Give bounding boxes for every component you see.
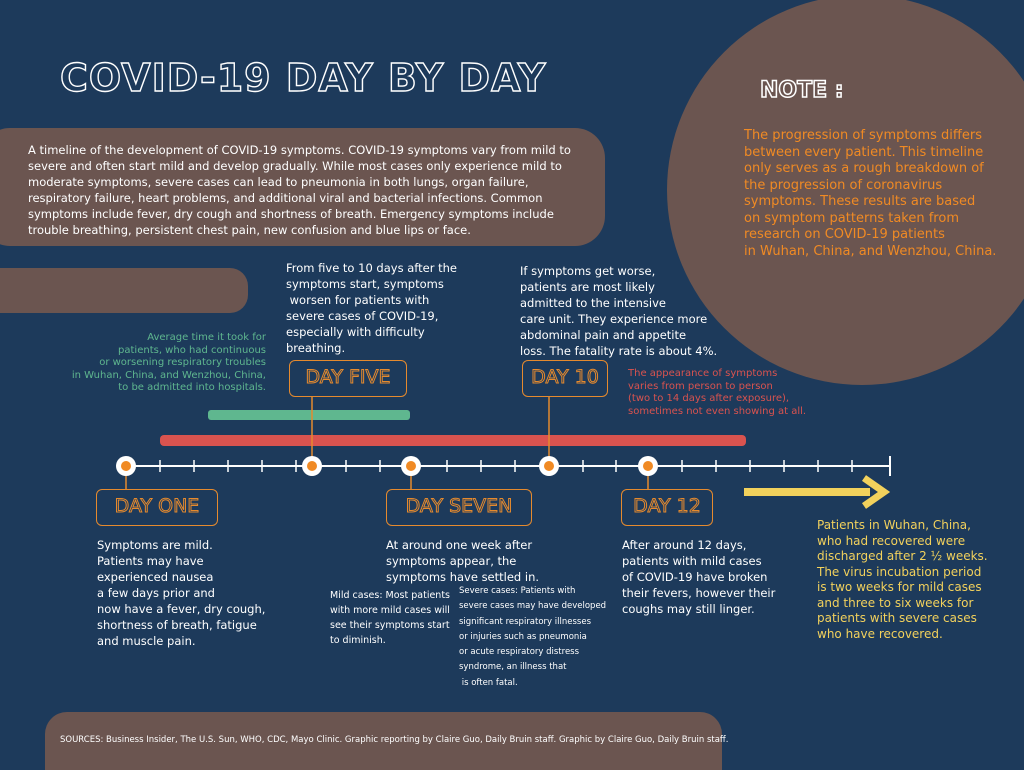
text-line: with more mild cases will — [330, 605, 450, 616]
text-line: significant respiratory illnesses — [459, 616, 591, 627]
day-text: At around one week after symptoms appear,… — [386, 537, 539, 585]
text-line: syndrome, an illness that — [459, 662, 567, 673]
text-line: varies from person to person — [628, 380, 773, 392]
end-note: Patients in Wuhan, China, who had recover… — [817, 518, 988, 642]
text-line: the progression of coronavirus — [744, 177, 943, 193]
sources: SOURCES: Business Insider, The U.S. Sun,… — [60, 735, 729, 745]
text-line: patients with severe cases — [817, 611, 977, 625]
text-line: symptoms appear, the — [386, 554, 517, 568]
text-line: symptoms start, symptoms — [286, 277, 444, 291]
text-line: From five to 10 days after the — [286, 261, 457, 275]
text-line: The progression of symptoms differs — [744, 128, 982, 143]
text-line: patients are most likely — [520, 280, 655, 294]
text-line: moderate symptoms, severe cases can lead… — [28, 175, 529, 189]
note-heading: NOTE : — [759, 77, 844, 104]
text-line: between every patient. This timeline — [744, 144, 984, 160]
text-line: or acute respiratory distress — [459, 647, 580, 658]
text-line: especially with difficulty — [286, 325, 425, 339]
text-line: who had recovered were — [817, 533, 966, 548]
text-line: symptoms have settled in. — [386, 570, 540, 584]
text-line: and muscle pain. — [97, 634, 196, 648]
text-line: trouble breathing, persistent chest pain… — [28, 223, 471, 237]
text-line: and three to six weeks for — [817, 595, 974, 610]
text-line: loss. The fatality rate is about 4%. — [520, 344, 718, 358]
text-line: Average time it took for — [147, 332, 266, 343]
day-text: From five to 10 days after the symptoms s… — [286, 260, 457, 356]
text-line: their fevers, however their — [622, 586, 776, 600]
text-line: who have recovered. — [817, 626, 943, 641]
text-line: coughs may still linger. — [622, 602, 755, 616]
text-line: The appearance of symptoms — [628, 368, 778, 379]
text-line: At around one week after — [386, 538, 533, 552]
text-line: After around 12 days, — [622, 538, 747, 552]
text-line: shortness of breath, fatigue — [97, 618, 257, 632]
text-line: is two weeks for mild cases — [817, 580, 982, 594]
note-text: The progression of symptoms differs betwe… — [744, 128, 996, 260]
red-note: The appearance of symptoms varies from pe… — [628, 368, 806, 418]
severe-cases: Severe cases: Patients with severe cases … — [459, 584, 606, 691]
day-text: After around 12 days, patients with mild … — [622, 537, 775, 617]
mild-cases: Mild cases: Most patients with more mild … — [330, 588, 450, 648]
text-line: Symptoms are mild. — [97, 538, 213, 552]
text-line: admitted to the intensive — [520, 296, 666, 310]
text-line: breathing. — [286, 341, 346, 355]
day-label: DAY ONE — [96, 489, 218, 526]
text-line: If symptoms get worse, — [520, 264, 656, 278]
day-label: DAY FIVE — [289, 360, 407, 397]
title: COVID-19 DAY BY DAY — [59, 55, 547, 100]
text-line: respiratory failure, heart problems, and… — [28, 191, 543, 205]
day-label: DAY SEVEN — [386, 489, 532, 526]
text-line: only serves as a rough breakdown of — [744, 161, 984, 176]
text-line: experienced nausea — [97, 570, 214, 584]
text-line: symptoms include fever, dry cough and sh… — [28, 207, 554, 221]
text-line: see their symptoms start — [330, 620, 450, 631]
text-line: severe cases of COVID-19, — [286, 309, 439, 323]
text-line: patients with mild cases — [622, 554, 762, 568]
text-line: in Wuhan, China, and Wenzhou, China, — [71, 369, 266, 381]
text-line: The virus incubation period — [817, 564, 982, 579]
text-line: sometimes not even showing at all. — [628, 405, 807, 417]
text-line: (two to 14 days after exposure), — [628, 393, 790, 404]
text-line: of COVID-19 have broken — [622, 570, 768, 584]
text-line: a few days prior and — [97, 586, 215, 600]
text-line: discharged after 2 ½ weeks. — [817, 549, 988, 563]
text-line: is often fatal. — [459, 677, 518, 688]
text-line: to diminish. — [330, 635, 386, 646]
text-line: patients, who had continuous — [118, 344, 266, 356]
text-line: abdominal pain and appetite — [520, 328, 687, 342]
text-line: Severe cases: Patients with — [459, 586, 576, 596]
text-line: symptoms. These results are based — [744, 194, 976, 209]
text-line: Mild cases: Most patients — [330, 590, 450, 601]
text-line: worsen for patients with — [286, 293, 430, 307]
day-text: Symptoms are mild. Patients may have exper… — [97, 537, 265, 649]
text-line: A timeline of the development of COVID-1… — [28, 143, 571, 157]
text-line: research on COVID-19 patients — [744, 227, 945, 242]
text-line: care unit. They experience more — [520, 312, 708, 326]
text-line: to be admitted into hospitals. — [118, 382, 266, 393]
green-note: Average time it took for patients, who ha… — [60, 332, 266, 395]
day-text: If symptoms get worse, patients are most … — [520, 263, 717, 359]
text-line: on symptom patterns taken from — [744, 210, 959, 226]
text-line: now have a fever, dry cough, — [97, 602, 266, 616]
description: A timeline of the development of COVID-1… — [28, 142, 571, 238]
text-line: or worsening respiratory troubles — [99, 357, 266, 368]
text-line: severe and often start mild and develop … — [28, 159, 562, 173]
text-line: Patients may have — [97, 554, 204, 568]
text-line: Patients in Wuhan, China, — [817, 518, 971, 532]
text-line: severe cases may have developed — [459, 601, 607, 612]
day-label: DAY 12 — [621, 489, 713, 526]
text-line: in Wuhan, China, and Wenzhou, China. — [744, 243, 997, 259]
text-line: or injuries such as pneumonia — [459, 631, 587, 642]
day-label: DAY 10 — [522, 360, 608, 397]
